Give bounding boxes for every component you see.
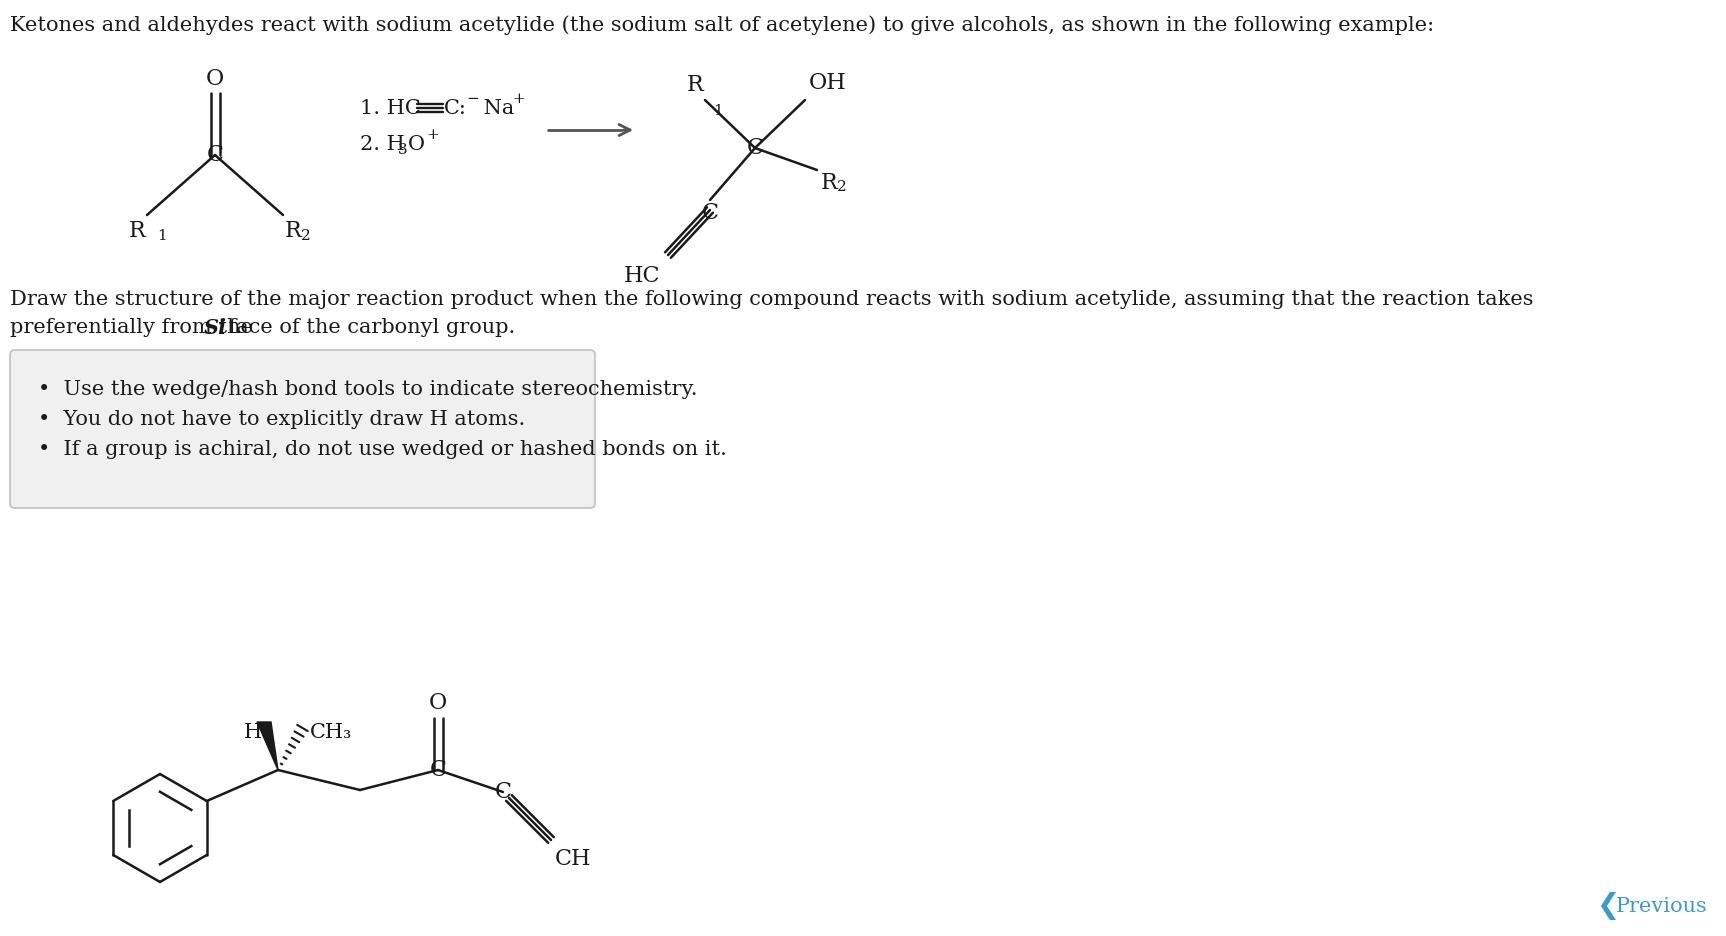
Text: R: R <box>822 172 837 194</box>
Text: O: O <box>407 135 425 154</box>
Text: R: R <box>285 220 302 242</box>
Text: 2. H: 2. H <box>361 135 406 154</box>
Text: 1: 1 <box>713 104 723 118</box>
Text: −: − <box>466 92 478 106</box>
Text: preferentially from the: preferentially from the <box>10 318 259 337</box>
Text: R: R <box>128 220 145 242</box>
Text: •  If a group is achiral, do not use wedged or hashed bonds on it.: • If a group is achiral, do not use wedg… <box>38 440 727 459</box>
Text: C: C <box>430 759 447 781</box>
Text: C: C <box>207 144 223 166</box>
Text: O: O <box>428 692 447 714</box>
Text: 3: 3 <box>399 143 407 157</box>
Text: O: O <box>205 68 224 90</box>
Text: •  You do not have to explicitly draw H atoms.: • You do not have to explicitly draw H a… <box>38 410 525 429</box>
Text: 2: 2 <box>837 180 847 194</box>
Text: C:: C: <box>444 98 466 118</box>
Text: R: R <box>687 74 702 96</box>
Text: Na: Na <box>476 98 514 118</box>
Text: 1: 1 <box>157 229 167 243</box>
Text: •  Use the wedge/hash bond tools to indicate stereochemistry.: • Use the wedge/hash bond tools to indic… <box>38 380 697 399</box>
Text: CH₃: CH₃ <box>311 723 352 741</box>
Text: face of the carbonyl group.: face of the carbonyl group. <box>223 318 516 337</box>
FancyBboxPatch shape <box>10 350 595 508</box>
Text: C: C <box>747 137 763 159</box>
Text: Ketones and aldehydes react with sodium acetylide (the sodium salt of acetylene): Ketones and aldehydes react with sodium … <box>10 15 1434 35</box>
Text: ❮: ❮ <box>1597 892 1619 920</box>
Text: 2: 2 <box>300 229 311 243</box>
Text: C: C <box>495 781 511 803</box>
Polygon shape <box>257 722 278 770</box>
Text: CH: CH <box>556 848 592 870</box>
Text: C: C <box>701 202 718 224</box>
Text: Draw the structure of the major reaction product when the following compound rea: Draw the structure of the major reaction… <box>10 290 1533 309</box>
Text: Previous: Previous <box>1616 897 1707 915</box>
Text: +: + <box>513 92 525 106</box>
Text: Si: Si <box>204 318 228 338</box>
Text: +: + <box>426 128 438 142</box>
Text: HC: HC <box>623 265 659 287</box>
Text: OH: OH <box>809 72 847 94</box>
Text: H: H <box>243 723 262 741</box>
Text: 1. HC: 1. HC <box>361 98 421 118</box>
